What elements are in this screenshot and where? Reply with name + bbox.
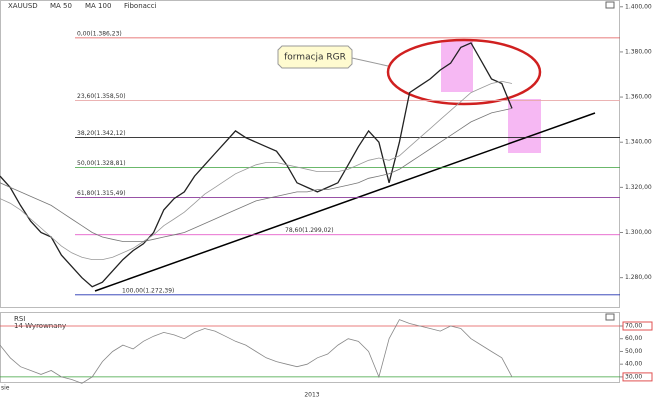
y-tick-label: 60,00 bbox=[625, 335, 642, 342]
fib-label: 78,60(1.299,02) bbox=[285, 227, 334, 234]
y-tick-label: 1.280,00 bbox=[625, 274, 652, 281]
x-tick-label: sie bbox=[1, 385, 10, 392]
y-tick-label: 1.340,00 bbox=[625, 139, 652, 146]
series-line bbox=[0, 80, 513, 260]
annotation-bubble bbox=[277, 45, 389, 69]
toolbar: XAUUSD MA 50 MA 100 Fibonacci bbox=[8, 2, 157, 10]
series-line bbox=[0, 108, 513, 242]
tick-label-box bbox=[622, 321, 653, 331]
tick-label-box bbox=[622, 372, 653, 382]
y-tick-label: 30,00 bbox=[625, 373, 642, 380]
y-tick-label: 1.300,00 bbox=[625, 229, 652, 236]
legend-entry[interactable]: MA 100 bbox=[85, 2, 111, 10]
fib-label: 23,60(1.358,50) bbox=[77, 93, 126, 100]
main-panel bbox=[0, 0, 620, 308]
window-button[interactable] bbox=[605, 313, 615, 321]
fib-label: 61,80(1.315,49) bbox=[77, 190, 126, 197]
y-tick-label: 1.360,00 bbox=[625, 94, 652, 101]
series-line bbox=[0, 42, 513, 288]
annotation: formacja RGR bbox=[284, 53, 346, 63]
window-button[interactable] bbox=[605, 1, 615, 9]
y-tick-label: 70,00 bbox=[625, 323, 642, 330]
rsi-panel bbox=[0, 312, 620, 383]
x-tick-label: 2013 bbox=[304, 392, 319, 399]
y-tick-label: 50,00 bbox=[625, 348, 642, 355]
y-tick-label: 1.380,00 bbox=[625, 48, 652, 55]
y-tick-label: 1.320,00 bbox=[625, 184, 652, 191]
y-tick-label: 1.400,00 bbox=[625, 3, 652, 10]
fib-label: 0,00(1.386,23) bbox=[77, 30, 122, 37]
fib-label: 100,00(1.272,39) bbox=[122, 287, 174, 294]
annotation-ellipse bbox=[386, 38, 542, 106]
series-line bbox=[0, 319, 513, 384]
fibonacci-tool[interactable]: Fibonacci bbox=[124, 2, 157, 10]
highlight-box bbox=[508, 99, 541, 153]
fib-label: 38,20(1.342,12) bbox=[77, 130, 126, 137]
rsi-title: RSI bbox=[14, 315, 25, 323]
y-tick-label: 40,00 bbox=[625, 361, 642, 368]
symbol[interactable]: XAUUSD bbox=[8, 2, 38, 10]
trend-line bbox=[94, 112, 596, 292]
legend-entry[interactable]: MA 50 bbox=[50, 2, 72, 10]
fib-label: 50,00(1.328,81) bbox=[77, 160, 126, 167]
